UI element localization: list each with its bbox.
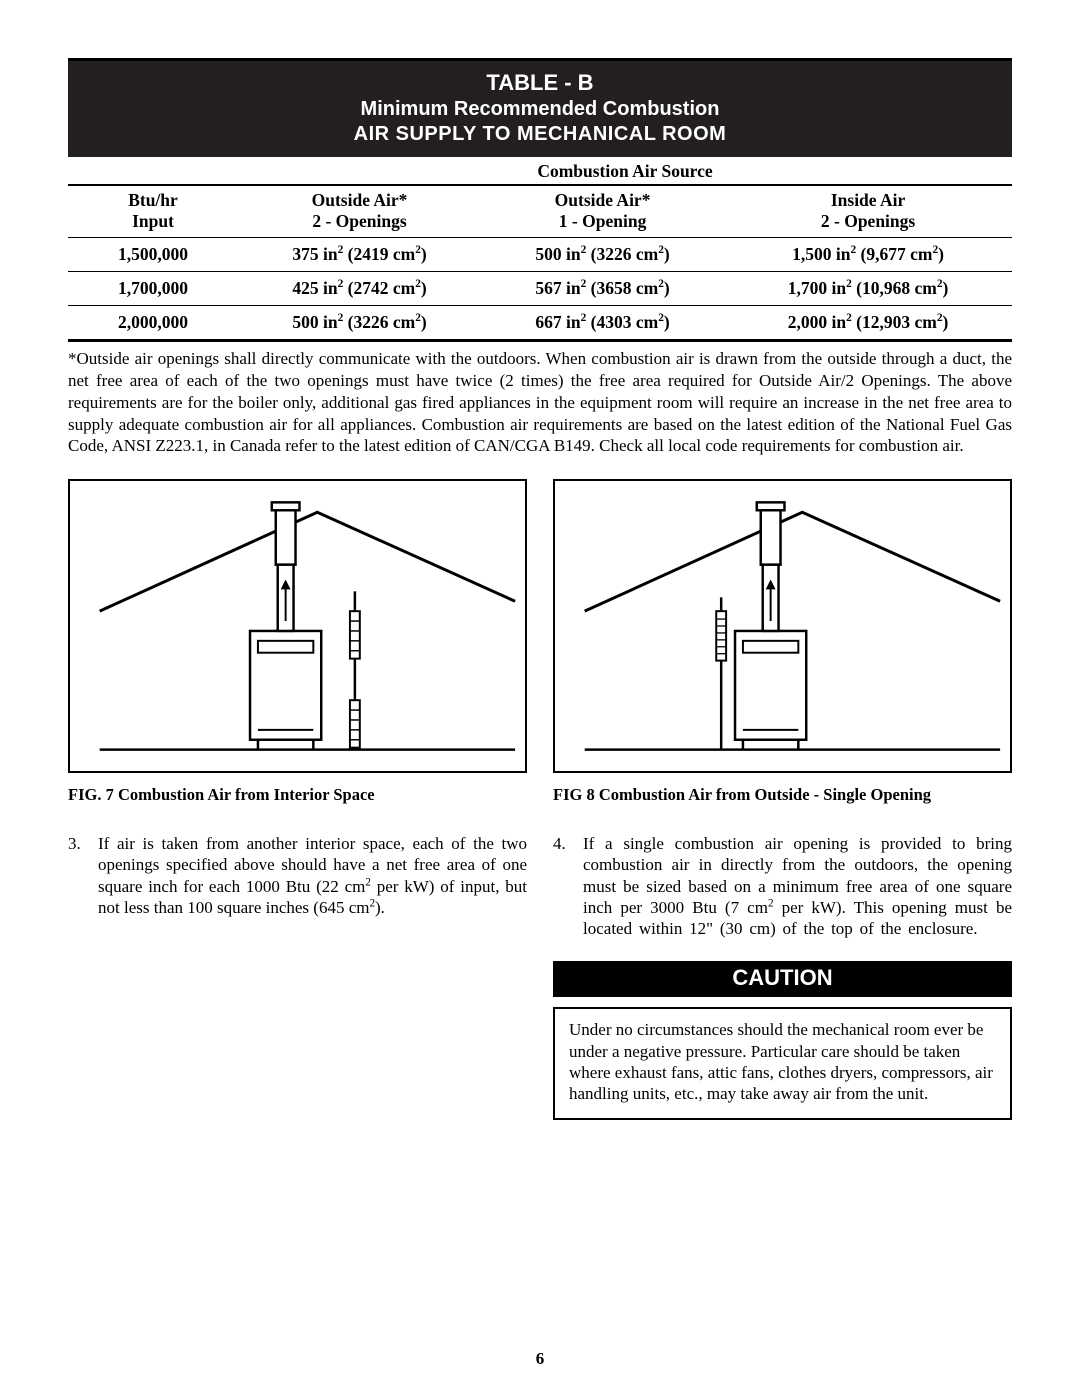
diagrams-row: FIG. 7 Combustion Air from Interior Spac… [68, 479, 1012, 1120]
col-header-outside-2: Outside Air* 2 - Openings [238, 185, 481, 238]
fig8-column: FIG 8 Combustion Air from Outside - Sing… [553, 479, 1012, 1120]
col-header-btu: Btu/hr Input [68, 185, 238, 238]
col-header-inside: Inside Air 2 - Openings [724, 185, 1012, 238]
table-title-line1: TABLE - B [68, 69, 1012, 97]
source-header: Combustion Air Source [238, 157, 1012, 185]
para3-number: 3. [68, 833, 98, 918]
table-title: TABLE - B Minimum Recommended Combustion… [68, 61, 1012, 157]
table-footnote: *Outside air openings shall directly com… [68, 348, 1012, 457]
caution-heading: CAUTION [553, 961, 1012, 997]
para4-text: If a single combustion air opening is pr… [583, 833, 1012, 939]
fig7-diagram [68, 479, 527, 773]
page-number: 6 [0, 1349, 1080, 1369]
table-header-row: Btu/hr Input Outside Air* 2 - Openings O… [68, 185, 1012, 238]
table-b: TABLE - B Minimum Recommended Combustion… [68, 58, 1012, 342]
table-title-line3: AIR SUPPLY TO MECHANICAL ROOM [68, 122, 1012, 147]
fig7-caption: FIG. 7 Combustion Air from Interior Spac… [68, 785, 527, 805]
table-row: 2,000,000500 in2 (3226 cm2)667 in2 (4303… [68, 306, 1012, 340]
caution-box: Under no circumstances should the mechan… [553, 1007, 1012, 1120]
table-title-line2: Minimum Recommended Combustion [68, 97, 1012, 122]
fig8-diagram [553, 479, 1012, 773]
table-row: 1,500,000375 in2 (2419 cm2)500 in2 (3226… [68, 238, 1012, 272]
fig8-caption: FIG 8 Combustion Air from Outside - Sing… [553, 785, 1012, 805]
combustion-table: Combustion Air Source Btu/hr Input Outsi… [68, 157, 1012, 340]
table-row: 1,700,000425 in2 (2742 cm2)567 in2 (3658… [68, 272, 1012, 306]
para4-number: 4. [553, 833, 583, 939]
para3-text: If air is taken from another interior sp… [98, 833, 527, 918]
paragraph-3: 3. If air is taken from another interior… [68, 833, 527, 918]
col-header-outside-1: Outside Air* 1 - Opening [481, 185, 724, 238]
fig7-column: FIG. 7 Combustion Air from Interior Spac… [68, 479, 527, 1120]
paragraph-4: 4. If a single combustion air opening is… [553, 833, 1012, 939]
